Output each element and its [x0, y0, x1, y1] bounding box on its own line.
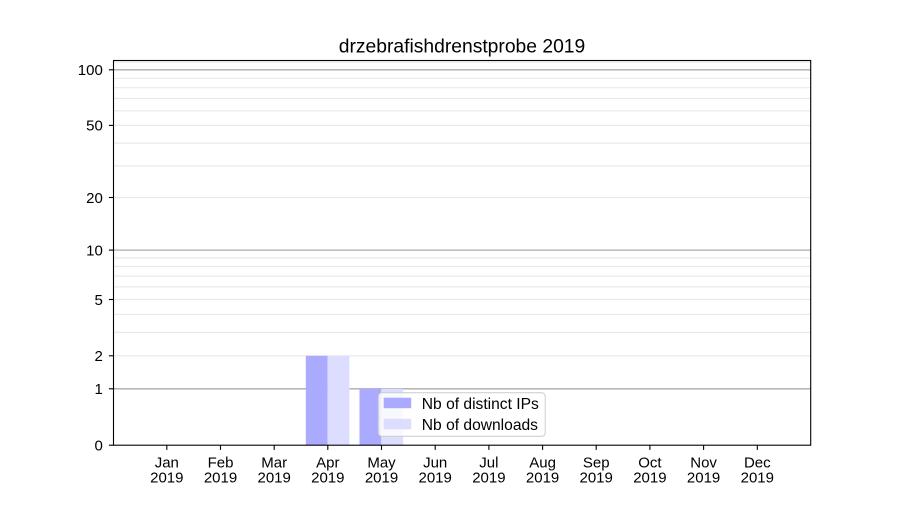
svg-text:2019: 2019: [258, 469, 291, 486]
svg-text:Nb of downloads: Nb of downloads: [422, 417, 538, 434]
svg-text:Feb: Feb: [208, 455, 234, 472]
svg-text:May: May: [367, 455, 396, 472]
svg-text:Nov: Nov: [690, 455, 717, 472]
svg-text:Mar: Mar: [261, 455, 287, 472]
svg-text:0: 0: [94, 438, 102, 455]
svg-text:Apr: Apr: [316, 455, 339, 472]
svg-text:2019: 2019: [741, 469, 774, 486]
svg-text:2019: 2019: [365, 469, 398, 486]
svg-text:2019: 2019: [204, 469, 237, 486]
svg-text:Aug: Aug: [529, 455, 556, 472]
svg-text:drzebrafishdrenstprobe 2019: drzebrafishdrenstprobe 2019: [339, 37, 586, 58]
svg-text:Sep: Sep: [583, 455, 610, 472]
svg-text:100: 100: [78, 62, 103, 79]
svg-text:Oct: Oct: [638, 455, 662, 472]
svg-text:2: 2: [94, 348, 102, 365]
svg-text:Jan: Jan: [155, 455, 179, 472]
svg-text:Jun: Jun: [423, 455, 447, 472]
svg-text:2019: 2019: [687, 469, 720, 486]
svg-text:Jul: Jul: [479, 455, 498, 472]
svg-text:2019: 2019: [150, 469, 183, 486]
svg-text:Nb of distinct IPs: Nb of distinct IPs: [422, 396, 539, 413]
svg-text:2019: 2019: [526, 469, 559, 486]
svg-text:20: 20: [86, 190, 103, 207]
svg-text:Dec: Dec: [744, 455, 771, 472]
svg-text:1: 1: [94, 381, 102, 398]
svg-text:5: 5: [94, 292, 102, 309]
svg-text:2019: 2019: [580, 469, 613, 486]
svg-text:2019: 2019: [633, 469, 666, 486]
svg-text:2019: 2019: [419, 469, 452, 486]
svg-text:2019: 2019: [311, 469, 344, 486]
svg-text:50: 50: [86, 118, 103, 135]
svg-text:2019: 2019: [472, 469, 505, 486]
svg-text:10: 10: [86, 242, 103, 259]
